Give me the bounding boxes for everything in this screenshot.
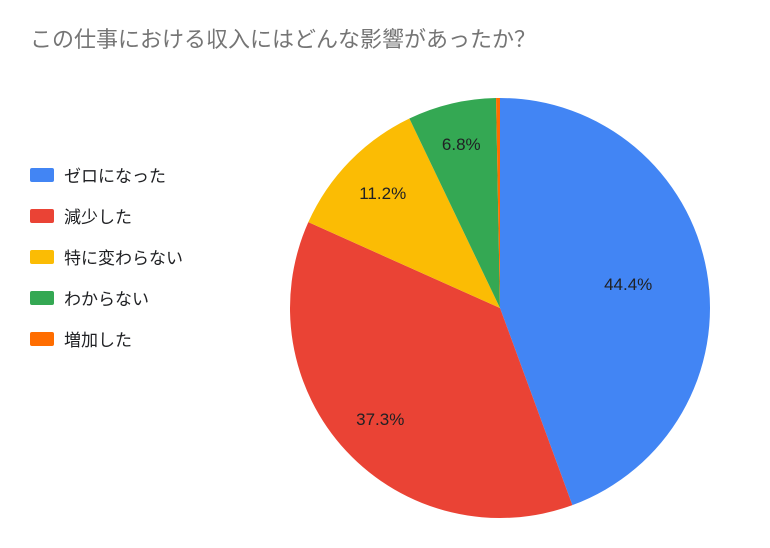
legend-label: 増加した xyxy=(64,326,132,351)
chart-container: この仕事における収入にはどんな影響があったか？ 44.4% 37.3% 11.2% 6… xyxy=(0,0,770,548)
legend-swatch xyxy=(30,168,54,182)
legend-item: わからない xyxy=(30,285,183,310)
legend-swatch xyxy=(30,209,54,223)
legend-item: ゼロになった xyxy=(30,162,183,187)
legend-label: 特に変わらない xyxy=(64,244,183,269)
legend-swatch xyxy=(30,250,54,264)
chart-title: この仕事における収入にはどんな影響があったか？ xyxy=(30,22,536,54)
legend-label: 減少した xyxy=(64,203,132,228)
pct-label: 37.3% xyxy=(356,410,404,430)
legend-item: 増加した xyxy=(30,326,183,351)
legend: ゼロになった減少した特に変わらないわからない増加した xyxy=(30,162,183,367)
legend-label: わからない xyxy=(64,285,149,310)
pie-chart-svg xyxy=(250,78,750,538)
pct-label: 11.2% xyxy=(359,184,406,204)
legend-item: 特に変わらない xyxy=(30,244,183,269)
pct-label: 6.8% xyxy=(442,135,481,155)
legend-swatch xyxy=(30,332,54,346)
legend-item: 減少した xyxy=(30,203,183,228)
legend-label: ゼロになった xyxy=(64,162,166,187)
legend-swatch xyxy=(30,291,54,305)
pct-label: 44.4% xyxy=(604,275,652,295)
pie-group xyxy=(290,98,710,518)
